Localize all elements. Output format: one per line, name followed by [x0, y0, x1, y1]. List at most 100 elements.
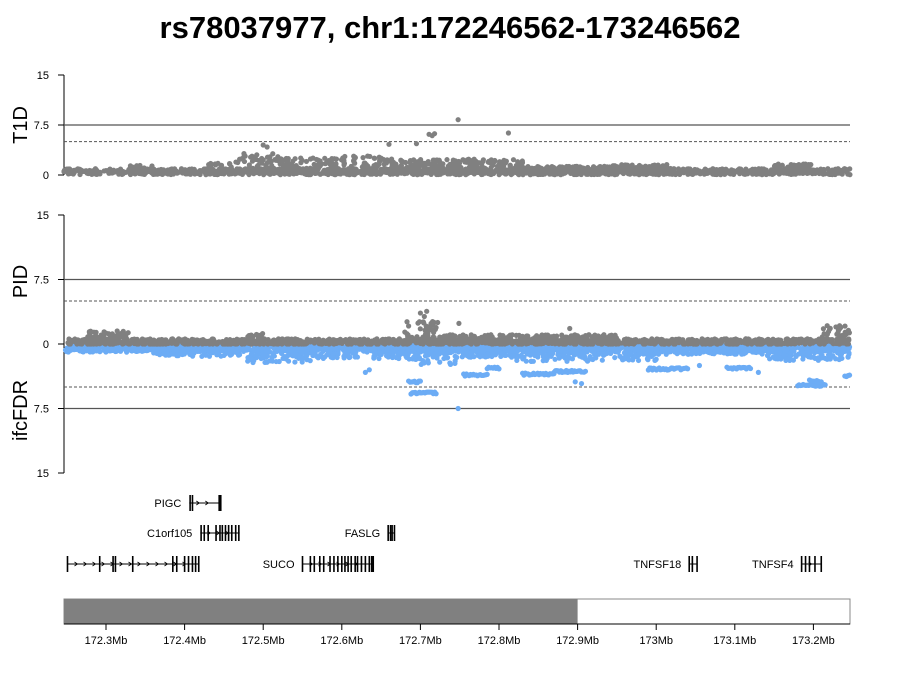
- ifcfdr-point: [696, 362, 703, 369]
- ifcfdr-point: [626, 352, 633, 358]
- t1d-point: [689, 168, 695, 175]
- ifcfdr-point: [406, 349, 413, 355]
- ifcfdr-point: [350, 348, 356, 354]
- t1d-point: [450, 159, 456, 165]
- ifcfdr-point: [465, 345, 471, 351]
- ifcfdr-point: [626, 357, 632, 363]
- t1d-point: [188, 167, 194, 173]
- t1d-point: [776, 163, 782, 169]
- t1d-point: [413, 141, 420, 147]
- t1d-point: [277, 161, 283, 167]
- t1d-point: [845, 171, 851, 177]
- t1d-point: [746, 168, 753, 174]
- ifcfdr-point: [787, 353, 793, 360]
- t1d-point: [758, 170, 764, 176]
- t1d-point: [582, 170, 589, 176]
- t1d-point: [525, 163, 531, 170]
- t1d-point: [255, 162, 261, 168]
- ifcfdr-axis-label: ifcFDR: [10, 380, 32, 441]
- t1d-point: [574, 163, 580, 169]
- t1d-point: [168, 167, 174, 173]
- t1d-point: [525, 169, 531, 175]
- t1d-point: [664, 162, 670, 168]
- ifcfdr-point: [608, 345, 614, 352]
- t1d-point: [609, 168, 615, 174]
- ifcfdr-point: [684, 347, 690, 353]
- ifcfdr-point: [514, 357, 520, 364]
- t1d-point: [508, 168, 514, 174]
- ifcfdr-point: [392, 348, 399, 354]
- t1d-point: [311, 161, 317, 168]
- t1d-point: [61, 168, 67, 174]
- ifcfdr-point: [233, 349, 239, 355]
- ifcfdr-point: [245, 345, 251, 351]
- t1d-point: [341, 160, 348, 167]
- ifcfdr-point: [747, 365, 754, 372]
- y-tick-label: 7.5: [34, 120, 49, 132]
- t1d-point: [816, 170, 822, 177]
- ifcfdr-point: [747, 346, 753, 352]
- ifcfdr-point: [484, 371, 490, 377]
- t1d-point: [209, 169, 216, 176]
- t1d-point: [71, 167, 77, 173]
- ifcfdr-point: [720, 345, 726, 351]
- ifcfdr-point: [62, 347, 69, 353]
- t1d-point: [433, 158, 439, 164]
- t1d-point: [712, 167, 718, 173]
- ifcfdr-point: [480, 349, 486, 355]
- ifcfdr-point: [283, 356, 289, 362]
- t1d-point: [157, 167, 164, 173]
- t1d-point: [386, 141, 392, 147]
- ifcfdr-point: [410, 344, 416, 350]
- t1d-point: [775, 169, 781, 175]
- ifcfdr-point: [541, 352, 547, 359]
- t1d-point: [348, 163, 354, 169]
- ifcfdr-point: [216, 351, 222, 357]
- t1d-point: [544, 164, 551, 170]
- ifcfdr-point: [625, 346, 631, 352]
- t1d-point: [604, 169, 610, 175]
- t1d-point: [250, 165, 256, 171]
- chart-title: rs78037977, chr1:172246562-173246562: [159, 10, 741, 45]
- ifcfdr-point: [208, 346, 215, 352]
- t1d-point: [468, 169, 474, 175]
- ifcfdr-point: [372, 348, 378, 354]
- t1d-point: [381, 161, 387, 167]
- t1d-point: [236, 167, 242, 173]
- t1d-point: [417, 157, 424, 163]
- ifcfdr-point: [582, 368, 589, 374]
- ifcfdr-point: [181, 351, 187, 357]
- t1d-point: [215, 160, 221, 166]
- ifcfdr-point: [352, 354, 358, 360]
- ifcfdr-point: [755, 369, 761, 375]
- t1d-point: [262, 166, 268, 172]
- t1d-point: [829, 170, 836, 176]
- ifcfdr-point: [396, 355, 402, 362]
- ifcfdr-point: [482, 354, 489, 360]
- ifcfdr-point: [248, 351, 255, 357]
- t1d-point: [271, 169, 277, 175]
- t1d-point: [535, 168, 541, 174]
- ifcfdr-point: [822, 347, 828, 354]
- ifcfdr-point: [829, 352, 835, 359]
- ifcfdr-point: [578, 380, 585, 387]
- t1d-point: [452, 169, 458, 176]
- t1d-point: [333, 161, 339, 167]
- ifcfdr-point: [793, 353, 799, 359]
- t1d-point: [838, 170, 844, 176]
- t1d-point: [646, 167, 652, 173]
- ifcfdr-point: [170, 351, 176, 357]
- t1d-point: [241, 151, 247, 157]
- ifcfdr-point: [635, 357, 642, 364]
- t1d-point: [769, 171, 776, 178]
- t1d-point: [471, 156, 477, 162]
- ifcfdr-point: [604, 350, 610, 357]
- ifcfdr-point: [673, 349, 679, 355]
- ifcfdr-point: [565, 354, 571, 360]
- ifcfdr-point: [157, 352, 163, 358]
- t1d-point: [187, 171, 194, 177]
- ifcfdr-point: [454, 354, 460, 360]
- t1d-point: [503, 171, 509, 177]
- t1d-point: [781, 166, 787, 172]
- t1d-point: [846, 166, 852, 173]
